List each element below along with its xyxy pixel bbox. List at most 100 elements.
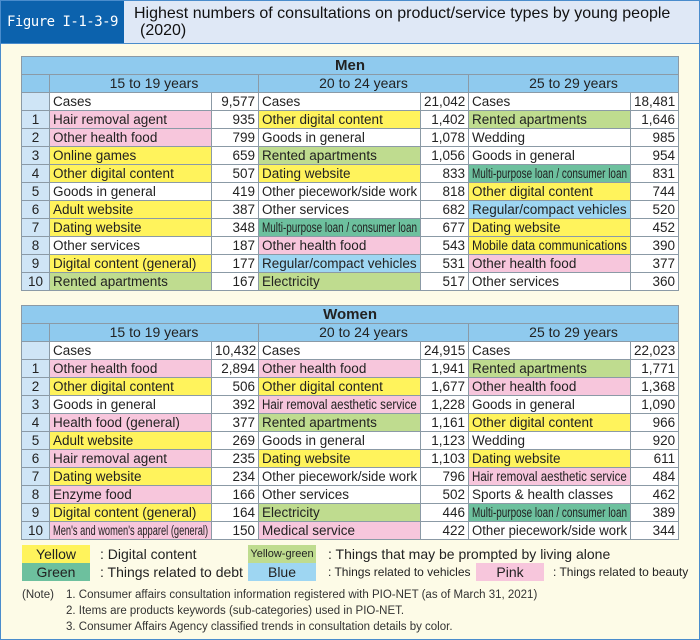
item-name-cell: Enzyme food	[49, 485, 212, 504]
item-name: Other services	[472, 274, 560, 289]
item-name: Dating website	[53, 220, 142, 235]
rank-number: 10	[21, 272, 50, 291]
table-row: 9 Digital content (general) 177 Regular/com…	[21, 254, 680, 273]
item-count: 344	[629, 521, 680, 540]
item-name-cell: Other digital content	[468, 182, 631, 201]
item-name-cell: Other piecework/side work	[258, 182, 421, 201]
item-count: 1,078	[420, 128, 469, 147]
item-name: Other health food	[53, 130, 158, 145]
age-group-header: 25 to 29 years	[467, 74, 680, 93]
item-name-cell: Goods in general	[468, 395, 631, 414]
item-name: Goods in general	[262, 433, 365, 448]
item-name: Rented apartments	[53, 274, 168, 289]
rank-number: 5	[21, 431, 50, 450]
item-name-cell: Other services	[258, 485, 421, 504]
item-name: Adult website	[53, 433, 134, 448]
item-name: Enzyme food	[53, 487, 132, 502]
cases-total: 21,042	[420, 92, 469, 111]
rank-number: 4	[21, 164, 50, 183]
item-count: 1,161	[420, 413, 469, 432]
item-count: 818	[420, 182, 469, 201]
age-group-header: 15 to 19 years	[49, 74, 259, 93]
item-count: 1,941	[420, 359, 469, 378]
legend-description: : Things related to debt	[100, 564, 243, 580]
item-name: Other digital content	[53, 379, 174, 394]
legend-swatch-blue: Blue	[248, 563, 316, 581]
item-name-cell: Other health food	[49, 359, 212, 378]
item-count: 1,402	[420, 110, 469, 129]
item-name: Hair removal agent	[53, 451, 168, 466]
item-name: Goods in general	[472, 397, 575, 412]
title-line-2: (2020)	[140, 22, 187, 39]
legend-description: : Things related to vehicles	[328, 565, 471, 579]
rank-number: 8	[21, 485, 50, 504]
item-name-cell: Hair removal aesthetic service	[258, 395, 421, 414]
item-name: Dating website	[262, 451, 351, 466]
item-count: 387	[211, 200, 259, 219]
age-group-header: 15 to 19 years	[49, 323, 259, 342]
rank-number: 6	[21, 449, 50, 468]
rank-cell	[21, 341, 50, 360]
item-name: Multi-purpose loan / consumer loan	[472, 505, 627, 520]
item-name-cell: Goods in general	[468, 146, 631, 165]
item-name: Other digital content	[262, 112, 383, 127]
item-name: Digital content (general)	[53, 505, 197, 520]
item-name: Multi-purpose loan / consumer loan	[262, 220, 417, 235]
item-name-cell: Other digital content	[49, 377, 212, 396]
legend-swatch-yellow-green: Yellow-green	[248, 545, 316, 563]
rank-number: 9	[21, 503, 50, 522]
item-name: Adult website	[53, 202, 134, 217]
item-name: Other piecework/side work	[262, 184, 418, 199]
item-name-cell: Rented apartments	[468, 359, 631, 378]
item-count: 177	[211, 254, 259, 273]
item-count: 390	[629, 236, 680, 255]
item-count: 506	[211, 377, 259, 396]
item-name: Health food (general)	[53, 415, 180, 430]
title-bar: Figure I-1-3-9 Highest numbers of consul…	[1, 1, 699, 44]
item-name-cell: Electricity	[258, 503, 421, 522]
cases-label: Cases	[49, 92, 212, 111]
item-name: Goods in general	[472, 148, 575, 163]
item-count: 164	[211, 503, 259, 522]
item-count: 2,894	[211, 359, 259, 378]
item-name-cell: Multi-purpose loan / consumer loan	[468, 503, 631, 522]
legend-swatch-pink: Pink	[476, 563, 544, 581]
item-name-cell: Rented apartments	[258, 146, 421, 165]
cases-total: 22,023	[629, 341, 680, 360]
item-count: 659	[211, 146, 259, 165]
table-row: 6 Hair removal agent 235 Dating website 1,10…	[21, 449, 680, 468]
item-name: Dating website	[472, 451, 561, 466]
item-name: Goods in general	[262, 130, 365, 145]
item-count: 1,056	[420, 146, 469, 165]
item-name: Other health food	[472, 256, 577, 271]
item-name-cell: Goods in general	[49, 395, 212, 414]
item-name: Rented apartments	[472, 112, 587, 127]
item-name-cell: Goods in general	[49, 182, 212, 201]
rank-number: 8	[21, 236, 50, 255]
item-name-cell: Other piecework/side work	[258, 467, 421, 486]
item-name-cell: Other digital content	[468, 413, 631, 432]
item-name-cell: Electricity	[258, 272, 421, 291]
item-name-cell: Other digital content	[49, 164, 212, 183]
item-name-cell: Digital content (general)	[49, 254, 212, 273]
rank-number: 5	[21, 182, 50, 201]
item-count: 677	[420, 218, 469, 237]
item-name-cell: Goods in general	[258, 128, 421, 147]
item-name-cell: Wedding	[468, 128, 631, 147]
item-name: Other services	[262, 202, 350, 217]
item-count: 1,646	[629, 110, 680, 129]
note-3: 3. Consumer Affairs Agency classified tr…	[66, 621, 453, 633]
table-row: 6 Adult website 387 Other services 682 Regula…	[21, 200, 680, 219]
item-name: Wedding	[472, 130, 526, 145]
legend-swatch-green: Green	[22, 563, 90, 581]
table-row: 1 Hair removal agent 935 Other digital cont…	[21, 110, 680, 129]
rank-number: 10	[21, 521, 50, 540]
cases-total: 9,577	[211, 92, 259, 111]
notes-label: (Note)	[22, 589, 54, 601]
figure-title: Highest numbers of consultations on prod…	[134, 5, 670, 39]
item-name: Men's and women's apparel (general)	[53, 523, 209, 538]
item-name: Wedding	[472, 433, 526, 448]
table-row: 3 Goods in general 392 Hair removal aesthet…	[21, 395, 680, 414]
item-name-cell: Dating website	[258, 449, 421, 468]
item-name: Sports & health classes	[472, 487, 614, 502]
